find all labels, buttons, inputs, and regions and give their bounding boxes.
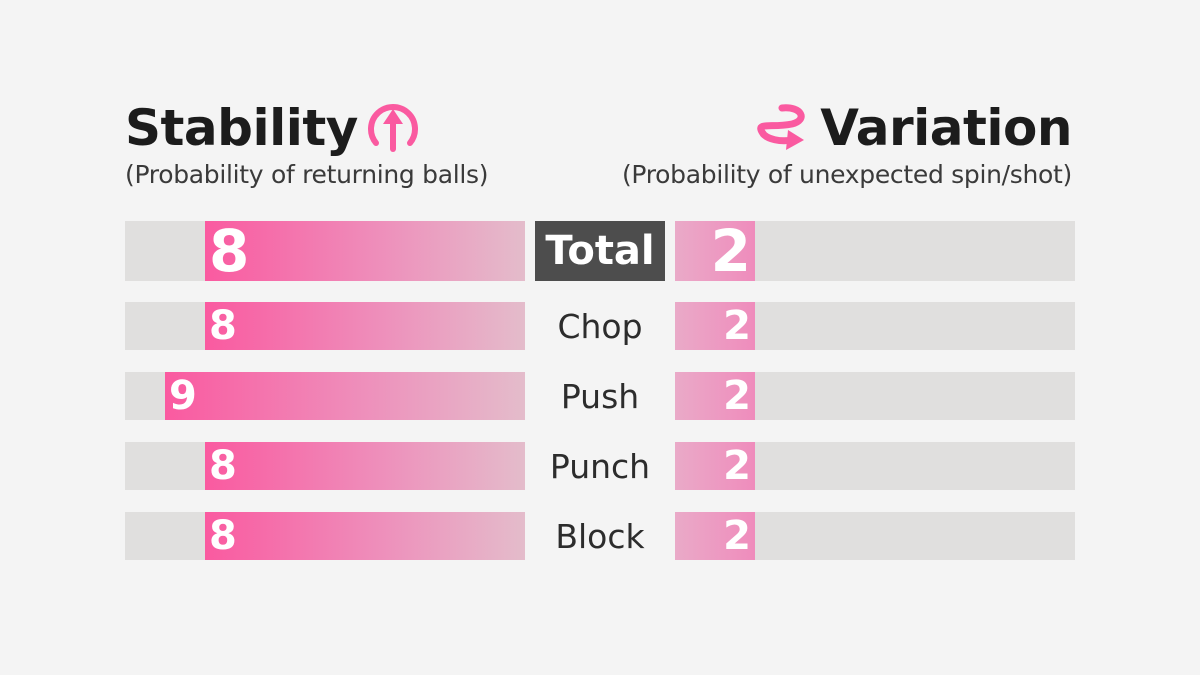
up-arrow-circle-icon bbox=[364, 99, 422, 157]
variation-title: Variation bbox=[820, 99, 1072, 157]
stability-value-chop: 8 bbox=[209, 303, 237, 349]
stability-track-punch: 8 bbox=[125, 442, 525, 490]
category-label-punch: Punch bbox=[549, 446, 651, 486]
stability-bar-punch: 8 bbox=[205, 442, 525, 490]
variation-bar-total: 2 bbox=[675, 217, 755, 285]
variation-value-block: 2 bbox=[723, 513, 751, 559]
variation-value-chop: 2 bbox=[723, 303, 751, 349]
category-label-block: Block bbox=[555, 516, 645, 556]
variation-header: Variation (Probability of unexpected spi… bbox=[621, 98, 1073, 192]
stability-track-chop: 8 bbox=[125, 302, 525, 350]
stability-value-push: 9 bbox=[169, 373, 197, 419]
row-punch: 8 Punch 2 bbox=[125, 442, 1075, 490]
variation-value-punch: 2 bbox=[723, 443, 751, 489]
variation-value-total: 2 bbox=[710, 217, 751, 285]
stability-bar-block: 8 bbox=[205, 512, 525, 560]
row-push: 9 Push 2 bbox=[125, 372, 1075, 420]
category-label-chop: Chop bbox=[557, 306, 643, 346]
stability-bar-chop: 8 bbox=[205, 302, 525, 350]
stability-track-total: 8 bbox=[125, 217, 525, 285]
variation-subtitle: (Probability of unexpected spin/shot) bbox=[621, 160, 1072, 189]
stability-bar-push: 9 bbox=[165, 372, 525, 420]
row-chop: 8 Chop 2 bbox=[125, 302, 1075, 350]
category-label-total: Total bbox=[535, 221, 665, 281]
variation-bar-chop: 2 bbox=[675, 302, 755, 350]
variation-track-block: 2 bbox=[675, 512, 1075, 560]
stability-value-punch: 8 bbox=[209, 443, 237, 489]
stability-subtitle: (Probability of returning balls) bbox=[125, 160, 489, 189]
stability-track-block: 8 bbox=[125, 512, 525, 560]
stability-bar-total: 8 bbox=[205, 217, 525, 285]
swirl-arrow-icon bbox=[752, 102, 814, 154]
stability-value-total: 8 bbox=[209, 217, 250, 285]
variation-bar-punch: 2 bbox=[675, 442, 755, 490]
stability-value-block: 8 bbox=[209, 513, 237, 559]
row-block: 8 Block 2 bbox=[125, 512, 1075, 560]
variation-value-push: 2 bbox=[723, 373, 751, 419]
variation-track-push: 2 bbox=[675, 372, 1075, 420]
variation-bar-block: 2 bbox=[675, 512, 755, 560]
stability-track-push: 9 bbox=[125, 372, 525, 420]
category-label-push: Push bbox=[560, 376, 640, 416]
stability-title: Stability bbox=[125, 99, 358, 157]
row-total: 8 Total 2 bbox=[125, 217, 1075, 285]
variation-track-total: 2 bbox=[675, 217, 1075, 285]
variation-track-punch: 2 bbox=[675, 442, 1075, 490]
variation-bar-push: 2 bbox=[675, 372, 755, 420]
stability-header: Stability (Probability of returning ball… bbox=[125, 98, 489, 192]
variation-track-chop: 2 bbox=[675, 302, 1075, 350]
